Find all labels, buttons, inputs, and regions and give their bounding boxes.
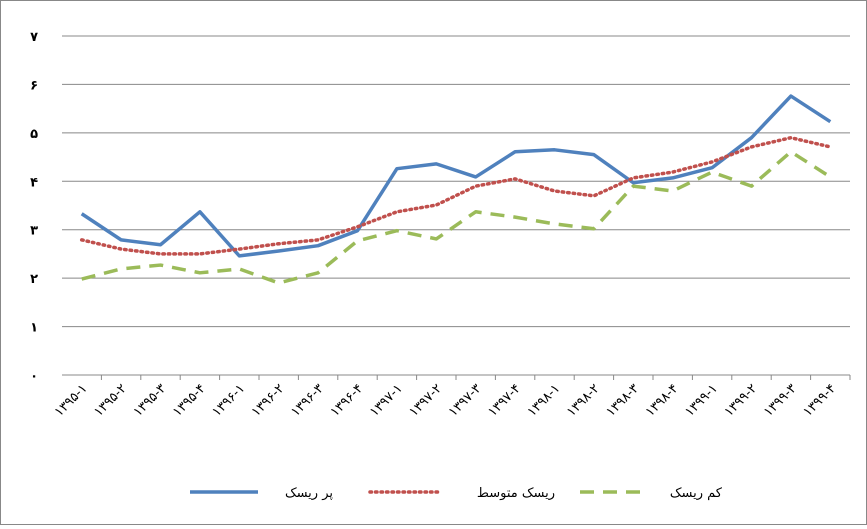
y-tick-label: ۷: [30, 30, 38, 45]
legend-label: کم ریسک: [670, 486, 723, 501]
y-tick-label: ۵: [30, 127, 38, 142]
y-tick-label: ۴: [30, 175, 38, 190]
chart-frame: [1, 1, 867, 525]
legend-label: ریسک متوسط: [477, 486, 555, 501]
legend-label: پر ریسک: [285, 486, 333, 501]
chart: ۰۱۲۳۴۵۶۷۱۳۹۵-۱۱۳۹۵-۲۱۳۹۵-۳۱۳۹۵-۴۱۳۹۶-۱۱۳…: [0, 0, 867, 525]
y-tick-label: ۲: [30, 272, 38, 287]
y-tick-label: ۰: [30, 369, 38, 384]
y-tick-label: ۱: [30, 321, 38, 336]
y-tick-label: ۶: [30, 78, 38, 93]
y-tick-label: ۳: [30, 224, 38, 239]
